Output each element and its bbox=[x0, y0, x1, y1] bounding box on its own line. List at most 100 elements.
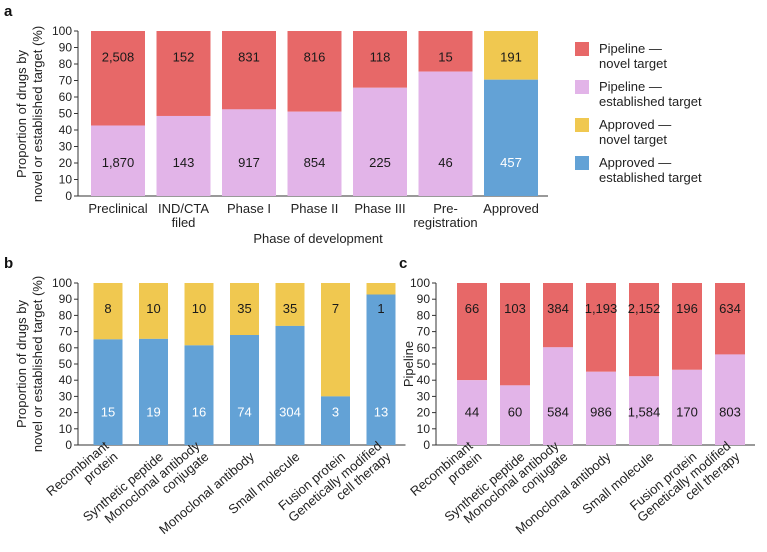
y-tick-label: 70 bbox=[59, 325, 73, 339]
y-tick-label: 90 bbox=[59, 41, 73, 55]
data-label-top: 384 bbox=[547, 301, 569, 316]
y-tick-label: 0 bbox=[65, 438, 72, 452]
y-axis-label: Proportion of drugs by bbox=[14, 50, 29, 178]
y-tick-label: 20 bbox=[59, 156, 73, 170]
legend-swatch bbox=[575, 156, 589, 170]
data-label-top: 10 bbox=[146, 301, 160, 316]
data-label-top: 816 bbox=[304, 49, 326, 64]
data-label-top: 2,152 bbox=[628, 301, 661, 316]
bar-segment-top bbox=[366, 283, 396, 295]
legend-label: Approved — bbox=[599, 155, 671, 170]
bar-segment-bottom bbox=[629, 376, 659, 445]
y-axis-label: Pipeline bbox=[401, 341, 416, 387]
y-tick-label: 90 bbox=[59, 292, 73, 306]
data-label-bottom: 74 bbox=[237, 405, 251, 420]
data-label-bottom: 60 bbox=[508, 405, 522, 420]
x-tick-label: Genetically modified bbox=[634, 438, 733, 525]
x-tick-label: Approved bbox=[483, 201, 539, 216]
bar-segment-top bbox=[230, 283, 259, 336]
legend-label: novel target bbox=[599, 56, 667, 71]
data-label-bottom: 13 bbox=[374, 405, 388, 420]
chart-panel-c: 0102030405060708090100Pipeline6644Recomb… bbox=[401, 276, 755, 537]
y-tick-label: 40 bbox=[59, 373, 73, 387]
bar-segment-bottom bbox=[93, 339, 123, 445]
data-label-top: 66 bbox=[465, 301, 479, 316]
y-tick-label: 20 bbox=[417, 406, 431, 420]
bar-segment-bottom bbox=[484, 79, 538, 196]
data-label-bottom: 584 bbox=[547, 405, 569, 420]
y-tick-label: 40 bbox=[59, 123, 73, 137]
x-axis-label: Phase of development bbox=[253, 231, 383, 246]
y-axis-label: novel or established target (%) bbox=[30, 26, 45, 202]
y-tick-label: 70 bbox=[417, 325, 431, 339]
legend-swatch bbox=[575, 80, 589, 94]
bar-segment-top bbox=[629, 283, 659, 377]
y-tick-label: 10 bbox=[417, 422, 431, 436]
bar-segment-bottom bbox=[184, 345, 214, 445]
data-label-top: 15 bbox=[438, 49, 452, 64]
bar-segment-top bbox=[586, 283, 616, 372]
bar-segment-bottom bbox=[275, 325, 305, 445]
data-label-top: 118 bbox=[370, 49, 391, 64]
y-tick-label: 80 bbox=[59, 308, 73, 322]
data-label-bottom: 854 bbox=[304, 155, 326, 170]
y-tick-label: 100 bbox=[410, 276, 430, 290]
legend-swatch bbox=[575, 118, 589, 132]
y-tick-label: 60 bbox=[59, 341, 73, 355]
x-tick-label: Phase II bbox=[291, 201, 339, 216]
data-label-top: 1 bbox=[377, 301, 384, 316]
y-tick-label: 50 bbox=[417, 357, 431, 371]
data-label-top: 634 bbox=[719, 301, 741, 316]
data-label-bottom: 457 bbox=[500, 155, 522, 170]
bar-segment-top bbox=[184, 283, 214, 346]
y-tick-label: 50 bbox=[59, 107, 73, 121]
chart-panel-a: 0 10 20 30 40 50 60 70 80 90 100 Proportion of drug… bbox=[14, 24, 548, 246]
y-tick-label: 40 bbox=[417, 373, 431, 387]
data-label-bottom: 46 bbox=[438, 155, 452, 170]
data-label-top: 10 bbox=[192, 301, 206, 316]
y-tick-label: 60 bbox=[417, 341, 431, 355]
data-label-top: 7 bbox=[332, 301, 339, 316]
y-axis-label: Proportion of drugs by bbox=[14, 300, 29, 428]
data-label-bottom: 304 bbox=[279, 405, 301, 420]
y-tick-label: 100 bbox=[52, 24, 72, 38]
bar-segment-bottom bbox=[139, 338, 168, 445]
data-label-top: 103 bbox=[504, 301, 526, 316]
y-tick-label: 80 bbox=[417, 308, 431, 322]
bar-segment-top bbox=[91, 31, 145, 126]
y-tick-label: 100 bbox=[52, 276, 72, 290]
y-tick-label: 0 bbox=[65, 189, 72, 203]
data-label-top: 831 bbox=[238, 49, 260, 64]
y-tick-label: 50 bbox=[59, 357, 73, 371]
y-tick-label: 70 bbox=[59, 74, 73, 88]
chart-panel-b: 0 10 20 30 40 50 60 70 80 90 100 Proportion of drug… bbox=[14, 276, 406, 537]
data-label-bottom: 1,870 bbox=[102, 155, 135, 170]
bar-segment-bottom bbox=[672, 369, 702, 445]
bar-segment-bottom bbox=[91, 125, 145, 196]
bar-segment-bottom bbox=[287, 111, 342, 196]
panel-label-a: a bbox=[4, 3, 13, 20]
bar-segment-top bbox=[672, 283, 702, 370]
x-tick-label: IND/CTA bbox=[158, 201, 209, 216]
data-label-top: 35 bbox=[283, 301, 297, 316]
y-tick-label: 60 bbox=[59, 90, 73, 104]
bar-segment-top bbox=[715, 283, 745, 355]
bar-segment-top bbox=[156, 31, 211, 116]
legend-label: novel target bbox=[599, 132, 667, 147]
bar-segment-bottom bbox=[321, 396, 350, 445]
data-label-bottom: 170 bbox=[676, 405, 698, 420]
panel-label-b: b bbox=[4, 255, 13, 272]
bar-segment-top bbox=[543, 283, 573, 348]
bar-segment-bottom bbox=[353, 87, 407, 196]
data-label-bottom: 15 bbox=[101, 405, 115, 420]
data-label-top: 196 bbox=[676, 301, 698, 316]
x-tick-label: Preclinical bbox=[88, 201, 147, 216]
x-tick-label: filed bbox=[172, 215, 196, 230]
bar-segment-bottom bbox=[222, 109, 276, 196]
data-label-top: 2,508 bbox=[102, 49, 135, 64]
bar-segment-bottom bbox=[715, 354, 745, 445]
bar-segment-bottom bbox=[156, 115, 211, 196]
bar-segment-bottom bbox=[230, 335, 259, 445]
bar-segment-top bbox=[418, 31, 473, 72]
